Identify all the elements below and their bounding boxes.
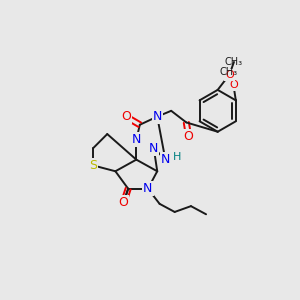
Text: N: N	[143, 182, 153, 195]
Text: S: S	[89, 159, 97, 172]
Text: CH₃: CH₃	[220, 68, 238, 77]
Text: N: N	[153, 110, 162, 123]
Text: CH₃: CH₃	[225, 57, 243, 67]
Text: O: O	[225, 70, 234, 80]
Text: O: O	[121, 110, 131, 123]
Text: O: O	[229, 80, 238, 90]
Text: O: O	[184, 130, 194, 143]
Text: N: N	[149, 142, 158, 154]
Text: H: H	[173, 152, 181, 162]
Text: N: N	[132, 134, 141, 146]
Text: N: N	[161, 153, 170, 166]
Text: O: O	[118, 196, 128, 209]
